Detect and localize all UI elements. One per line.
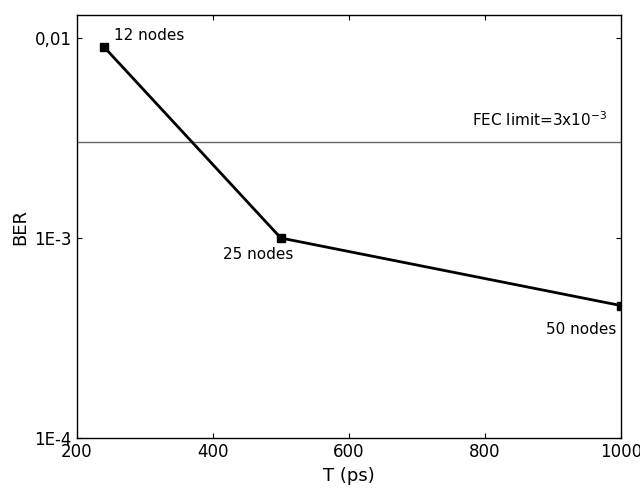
X-axis label: T (ps): T (ps): [323, 467, 374, 485]
Text: 50 nodes: 50 nodes: [546, 322, 616, 337]
Text: FEC limit=3x10$^{-3}$: FEC limit=3x10$^{-3}$: [472, 111, 607, 129]
Text: 25 nodes: 25 nodes: [223, 247, 293, 262]
Y-axis label: BER: BER: [11, 209, 29, 245]
Text: 12 nodes: 12 nodes: [114, 28, 184, 43]
